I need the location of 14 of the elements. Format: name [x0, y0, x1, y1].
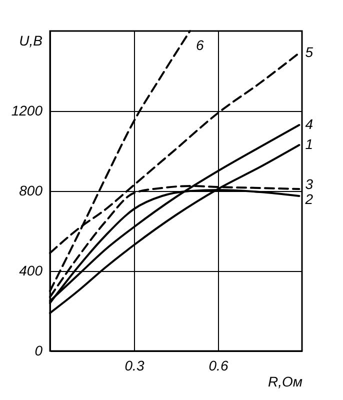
x-tick-label: 0.6 [208, 358, 228, 374]
x-tick-label: 0.3 [124, 358, 144, 374]
y-axis-title: U,В [19, 32, 42, 48]
y-tick-label: 400 [19, 262, 43, 278]
y-tick-label: 0 [34, 342, 43, 358]
series-label: 2 [304, 191, 314, 207]
series-label: 6 [196, 37, 204, 53]
series-label: 4 [305, 116, 314, 132]
series-label: 1 [305, 136, 313, 152]
series-label: 5 [305, 44, 314, 60]
y-tick-label: 1200 [11, 102, 43, 118]
y-tick-label: 800 [19, 182, 43, 198]
series-label: 3 [305, 176, 314, 192]
x-axis-title: R,Ом [268, 374, 303, 390]
